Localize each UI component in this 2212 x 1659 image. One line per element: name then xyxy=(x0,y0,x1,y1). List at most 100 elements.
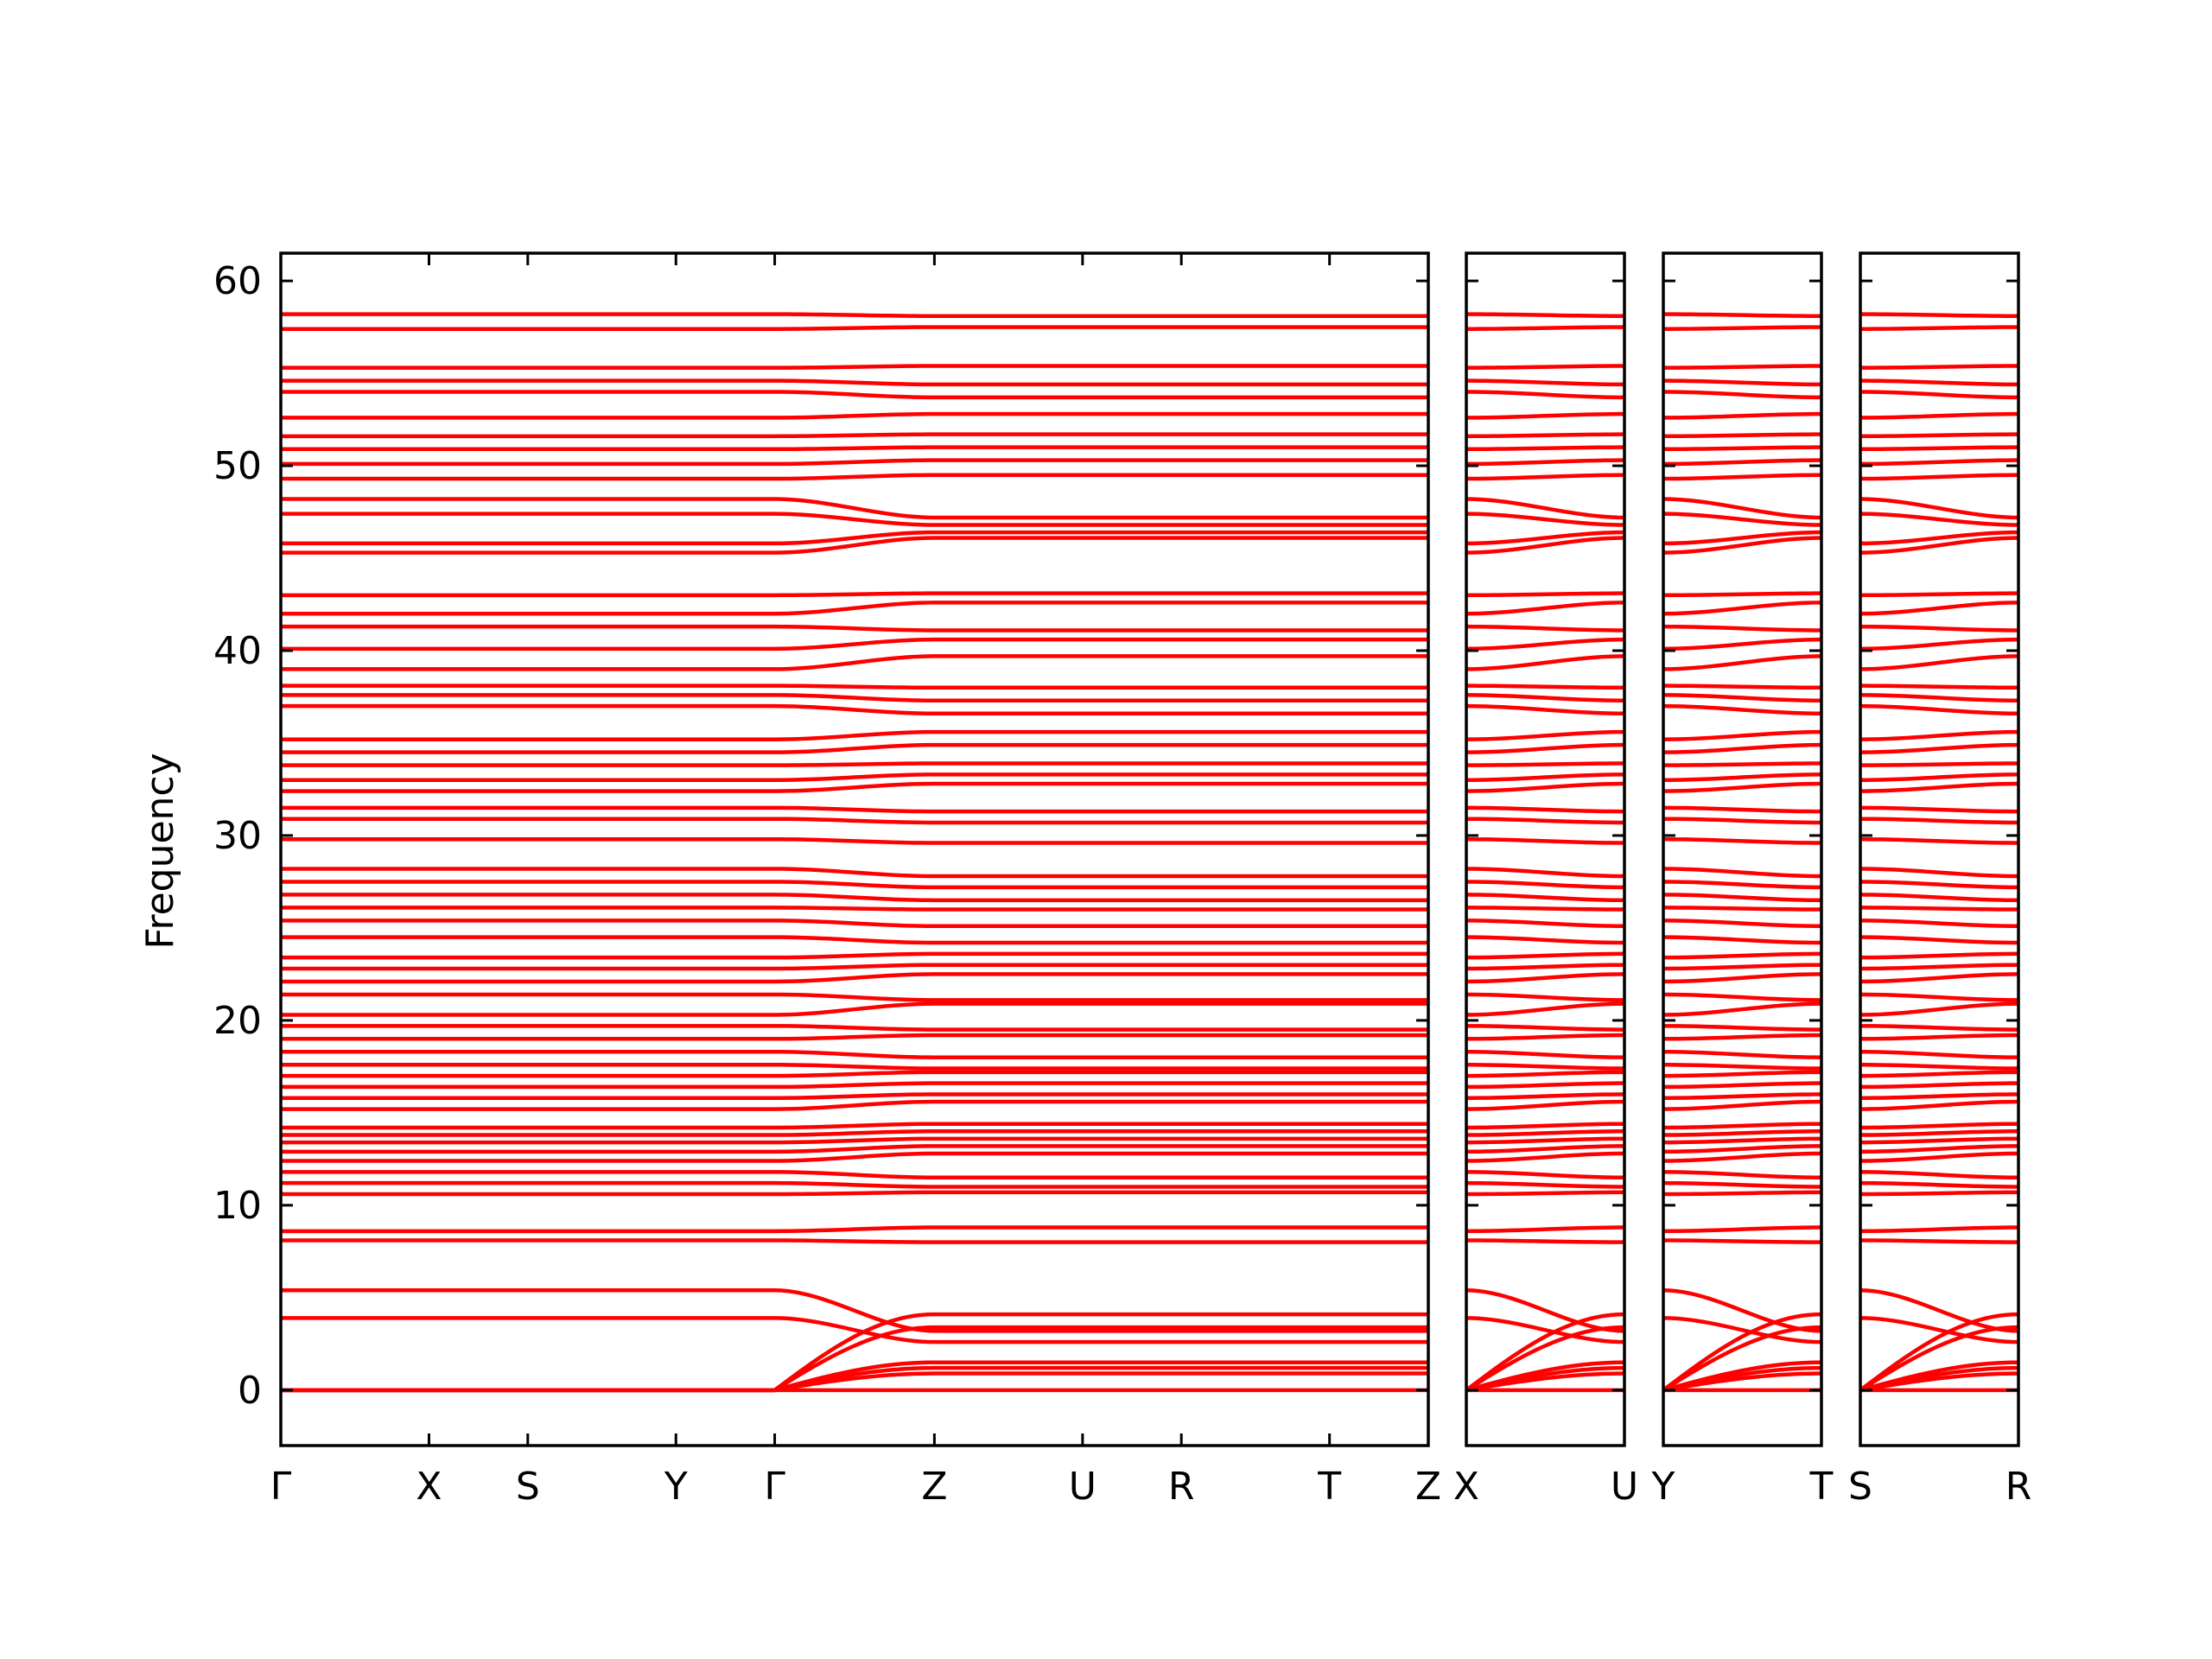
band-line-13 xyxy=(281,1122,1428,1130)
band-line-13 xyxy=(1465,1122,1625,1130)
band-line-17 xyxy=(1662,1070,1822,1078)
acoustic-band-5 xyxy=(1859,1371,2019,1393)
band-line-34 xyxy=(1465,817,1625,825)
x-tick-label: R xyxy=(2005,1465,2032,1509)
band-line-15 xyxy=(1662,1092,1822,1101)
band-line-60 xyxy=(1662,364,1822,370)
band-line-21 xyxy=(1859,1024,2019,1032)
band-line-51 xyxy=(1859,512,2019,527)
band-line-54 xyxy=(281,458,1428,467)
band-line-25 xyxy=(1662,963,1822,971)
band-line-33 xyxy=(281,836,1428,845)
band-line-27 xyxy=(1859,935,2019,945)
band-line-24 xyxy=(1465,972,1625,984)
band-line-20 xyxy=(281,1033,1428,1041)
band-line-55 xyxy=(1465,445,1625,452)
band-line-61 xyxy=(1465,325,1625,331)
band-line-35 xyxy=(281,805,1428,814)
band-line-23 xyxy=(1662,992,1822,1002)
band-line-14 xyxy=(281,1099,1428,1111)
band-line-38 xyxy=(281,761,1428,767)
band-line-19 xyxy=(281,1050,1428,1059)
x-tick-label: U xyxy=(1611,1465,1638,1509)
band-line-37 xyxy=(1859,772,2019,783)
band-line-25 xyxy=(281,963,1428,971)
x-tick-label: X xyxy=(1453,1465,1479,1509)
band-line-57 xyxy=(1859,411,2019,420)
band-line-46 xyxy=(281,624,1428,632)
band-line-43 xyxy=(281,683,1428,690)
band-line-56 xyxy=(1465,432,1625,439)
acoustic-band-1 xyxy=(281,1312,1428,1393)
band-line-38 xyxy=(1859,761,2019,767)
y-tick-label: 30 xyxy=(213,814,262,858)
band-line-42 xyxy=(1662,693,1822,703)
band-line-50 xyxy=(1859,530,2019,546)
band-line-43 xyxy=(1465,683,1625,690)
band-line-12 xyxy=(281,1129,1428,1137)
band-line-45 xyxy=(1662,637,1822,652)
band-line-56 xyxy=(281,432,1428,439)
band-line-32 xyxy=(1662,867,1822,879)
band-line-13 xyxy=(1662,1122,1822,1130)
band-line-23 xyxy=(1859,992,2019,1002)
x-tick-label: R xyxy=(1168,1465,1195,1509)
band-line-16 xyxy=(1662,1081,1822,1090)
band-line-14 xyxy=(1662,1099,1822,1111)
band-line-3 xyxy=(1859,1288,2019,1333)
band-line-47 xyxy=(281,601,1428,616)
band-line-17 xyxy=(1859,1070,2019,1078)
band-line-37 xyxy=(1662,772,1822,783)
band-line-43 xyxy=(1859,683,2019,690)
band-line-7 xyxy=(1465,1180,1625,1189)
x-tick-label: Γ xyxy=(764,1465,785,1509)
band-line-54 xyxy=(1662,458,1822,467)
band-line-37 xyxy=(1465,772,1625,783)
band-line-18 xyxy=(281,1063,1428,1071)
band-line-47 xyxy=(1859,601,2019,616)
acoustic-band-2 xyxy=(1859,1325,2019,1392)
band-line-60 xyxy=(1465,364,1625,370)
band-line-9 xyxy=(1662,1151,1822,1163)
band-line-47 xyxy=(1662,601,1822,616)
band-line-51 xyxy=(1465,512,1625,527)
band-line-36 xyxy=(1859,781,2019,793)
band-line-47 xyxy=(1465,601,1625,616)
band-line-44 xyxy=(1662,654,1822,671)
x-tick-label: X xyxy=(416,1465,442,1509)
band-line-2 xyxy=(1465,1316,1625,1344)
band-line-14 xyxy=(1859,1099,2019,1111)
x-tick-label: T xyxy=(1809,1465,1834,1509)
band-line-22 xyxy=(1662,1001,1822,1017)
band-line-42 xyxy=(1859,693,2019,703)
band-line-2 xyxy=(1859,1316,2019,1344)
band-line-35 xyxy=(1465,805,1625,814)
band-line-59 xyxy=(1662,378,1822,387)
band-line-13 xyxy=(1859,1122,2019,1130)
band-line-48 xyxy=(1859,591,2019,598)
band-line-27 xyxy=(281,935,1428,945)
x-tick-label: T xyxy=(1317,1465,1341,1509)
band-line-3 xyxy=(281,1288,1428,1333)
band-line-31 xyxy=(281,880,1428,890)
panel-1: 0 10 20 30 40 50 60 Γ X S Y Γ Z U R T Z xyxy=(213,251,1441,1509)
band-line-22 xyxy=(1465,1001,1625,1017)
band-line-42 xyxy=(1465,693,1625,703)
band-line-46 xyxy=(1662,624,1822,632)
band-line-24 xyxy=(281,972,1428,984)
band-line-54 xyxy=(1465,458,1625,467)
band-line-51 xyxy=(281,512,1428,527)
band-line-33 xyxy=(1859,836,2019,845)
band-line-18 xyxy=(1859,1063,2019,1071)
band-line-57 xyxy=(1465,411,1625,420)
band-line-46 xyxy=(1859,624,2019,632)
band-line-2 xyxy=(281,1316,1428,1344)
band-line-16 xyxy=(1859,1081,2019,1090)
band-line-61 xyxy=(281,325,1428,331)
band-line-27 xyxy=(1465,935,1625,945)
x-tick-label: Z xyxy=(1415,1465,1441,1509)
band-line-3 xyxy=(1465,1288,1625,1333)
